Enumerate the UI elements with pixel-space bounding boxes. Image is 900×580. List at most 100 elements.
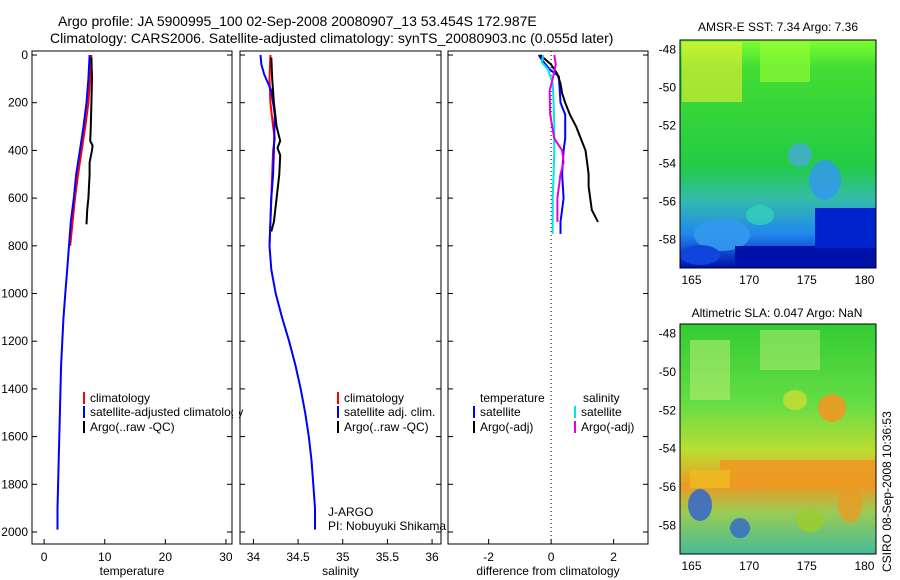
map-y-tick-label: -52 (659, 403, 677, 417)
map-y-tick-label: -56 (659, 480, 677, 494)
sla-patch (690, 340, 730, 400)
y-tick-label: 2000 (1, 525, 28, 539)
sla-map-title: Altimetric SLA: 0.047 Argo: NaN (692, 306, 863, 320)
x-tick-label: 36 (425, 550, 439, 564)
sla-patch (730, 518, 750, 538)
y-tick-label: 800 (8, 239, 28, 253)
sla-map (680, 324, 876, 554)
map-y-tick-label: -48 (659, 43, 677, 57)
map-y-tick-label: -48 (659, 327, 677, 341)
sst-patch (815, 208, 876, 248)
sst-patch (809, 160, 841, 200)
panel-gap (233, 380, 239, 440)
x-tick-label: 0 (548, 550, 555, 564)
series-line-argo-raw-qc- (85, 57, 94, 225)
x-tick-label: 35.5 (376, 550, 400, 564)
footer-timestamp: CSIRO 08-Sep-2008 10:36:53 (880, 411, 894, 572)
sla-patch (720, 460, 876, 484)
salinity-panel (239, 50, 442, 545)
map-x-tick-label: 175 (797, 273, 817, 287)
temperature-legend: climatology satellite-adjusted climatolo… (83, 391, 243, 434)
series-line-temperature-satellite (537, 54, 567, 234)
difference-legend: temperature salinity satellite Argo(-adj… (473, 391, 634, 434)
legend-label-temp-satellite: satellite (480, 405, 521, 419)
sla-patch (690, 470, 730, 488)
sst-patch (746, 205, 774, 225)
x-axis-label: difference from climatology (476, 564, 619, 578)
map-y-tick-label: -58 (659, 518, 677, 532)
legend-title-temperature: temperature (480, 391, 545, 405)
map-y-tick-label: -50 (659, 365, 677, 379)
header-line-2: Climatology: CARS2006. Satellite-adjuste… (50, 30, 613, 46)
map-x-tick-label: 170 (739, 559, 759, 573)
x-tick-label: 35 (336, 550, 350, 564)
y-tick-label: 1200 (1, 334, 28, 348)
series-line-temperature-argo-adj- (539, 54, 599, 223)
y-tick-label: 1600 (1, 430, 28, 444)
y-tick-label: 1000 (1, 287, 28, 301)
y-tick-label: 400 (8, 143, 28, 157)
x-tick-label: 20 (159, 550, 173, 564)
series-line-satellite-adjusted-climatology (56, 54, 91, 530)
map-x-tick-label: 175 (797, 559, 817, 573)
x-tick-label: 2 (610, 550, 617, 564)
x-tick-label: 34 (247, 550, 261, 564)
sla-patch (818, 394, 846, 422)
x-tick-label: 34.5 (286, 550, 310, 564)
sla-patch (760, 330, 820, 370)
legend-label-satellite: satellite-adjusted climatology (90, 405, 243, 419)
series-line-salinity-satellite (540, 54, 556, 234)
legend-label-sal-argo: Argo(-adj) (581, 420, 634, 434)
legend-title-salinity: salinity (583, 391, 620, 405)
map-x-tick-label: 165 (682, 559, 702, 573)
legend-label-climatology: climatology (90, 391, 150, 405)
sst-map-title: AMSR-E SST: 7.34 Argo: 7.36 (698, 20, 858, 34)
sst-patch (680, 245, 720, 265)
y-tick-label: 0 (21, 48, 28, 62)
map-y-tick-label: -54 (659, 442, 677, 456)
sst-patch (788, 143, 812, 167)
sla-map-frame (679, 323, 877, 555)
x-tick-label: 10 (98, 550, 112, 564)
series-line-argo-raw-qc- (270, 57, 282, 232)
sst-patch (694, 219, 750, 251)
sla-patch (688, 489, 712, 521)
legend-label-argo: Argo(..raw -QC) (90, 420, 175, 434)
series-line-climatology (69, 54, 93, 246)
sst-patch (682, 42, 742, 102)
y-tick-label: 600 (8, 191, 28, 205)
map-x-tick-label: 170 (739, 273, 759, 287)
series-line-salinity-argo-adj- (548, 54, 565, 222)
map-x-tick-label: 180 (854, 273, 874, 287)
difference-panel (447, 50, 649, 545)
salinity-legend: climatology satellite adj. clim. Argo(..… (337, 391, 435, 434)
header-line-1: Argo profile: JA 5900995_100 02-Sep-2008… (58, 13, 537, 29)
y-tick-label: 1400 (1, 382, 28, 396)
map-y-tick-label: -54 (659, 157, 677, 171)
map-x-tick-label: 165 (682, 273, 702, 287)
legend-label-sal-satellite: satellite (581, 405, 622, 419)
sst-map (680, 40, 876, 268)
y-tick-label: 1800 (1, 477, 28, 491)
sla-patch (796, 508, 824, 532)
x-tick-label: 0 (41, 550, 48, 564)
legend-label-climatology: climatology (344, 391, 404, 405)
x-tick-label: 30 (219, 550, 233, 564)
sla-patch (838, 487, 862, 523)
map-y-tick-label: -50 (659, 81, 677, 95)
legend-label-satellite: satellite adj. clim. (344, 405, 435, 419)
float-program-label: J-ARGO (328, 505, 373, 519)
map-y-tick-label: -56 (659, 195, 677, 209)
x-tick-label: -2 (483, 550, 494, 564)
legend-label-temp-argo: Argo(-adj) (480, 420, 533, 434)
map-x-tick-label: 180 (854, 559, 874, 573)
map-y-tick-label: -58 (659, 233, 677, 247)
x-axis-label: temperature (100, 564, 165, 578)
y-tick-label: 200 (8, 96, 28, 110)
sst-patch (760, 42, 810, 82)
temperature-panel (31, 50, 233, 545)
legend-label-argo: Argo(..raw -QC) (344, 420, 429, 434)
principal-investigator-label: PI: Nobuyuki Shikama (328, 519, 446, 533)
sst-patch (735, 246, 876, 268)
